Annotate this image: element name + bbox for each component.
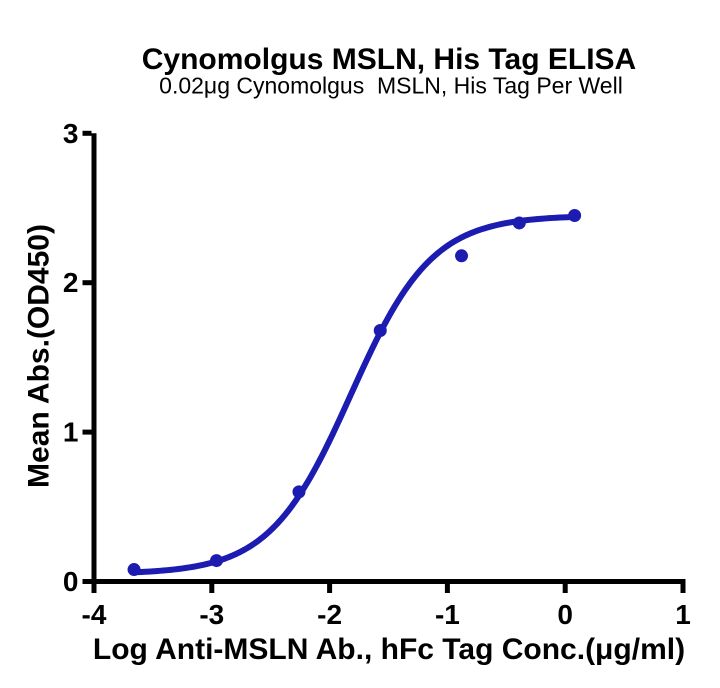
- data-point: [127, 563, 141, 577]
- data-point: [373, 324, 387, 338]
- x-tick-label: 1: [675, 599, 691, 630]
- y-tick-label: 0: [63, 566, 79, 597]
- chart-subtitle: 0.02μg Cynomolgus MSLN, His Tag Per Well: [159, 73, 623, 99]
- x-tick-label: -2: [317, 599, 342, 630]
- chart-title: Cynomolgus MSLN, His Tag ELISA: [142, 43, 636, 76]
- y-tick-label: 3: [63, 118, 79, 149]
- x-tick-label: -1: [435, 599, 460, 630]
- data-point: [455, 249, 469, 263]
- axes: -4 -3 -2 -1 0 1 0 1 2 3: [63, 118, 691, 630]
- data-point: [568, 208, 582, 222]
- x-tick-label: -3: [199, 599, 224, 630]
- y-axis-label: Mean Abs.(OD450): [23, 224, 56, 488]
- data-point: [292, 485, 306, 499]
- data-series: [127, 208, 582, 577]
- x-axis-label: Log Anti-MSLN Ab., hFc Tag Conc.(μg/ml): [93, 633, 685, 666]
- data-point: [512, 216, 526, 230]
- y-tick-label: 1: [63, 417, 79, 448]
- x-tick-label: 0: [557, 599, 573, 630]
- x-tick-label: -4: [82, 599, 107, 630]
- fit-curve: [131, 213, 578, 576]
- data-point: [210, 554, 224, 568]
- y-tick-label: 2: [63, 267, 79, 298]
